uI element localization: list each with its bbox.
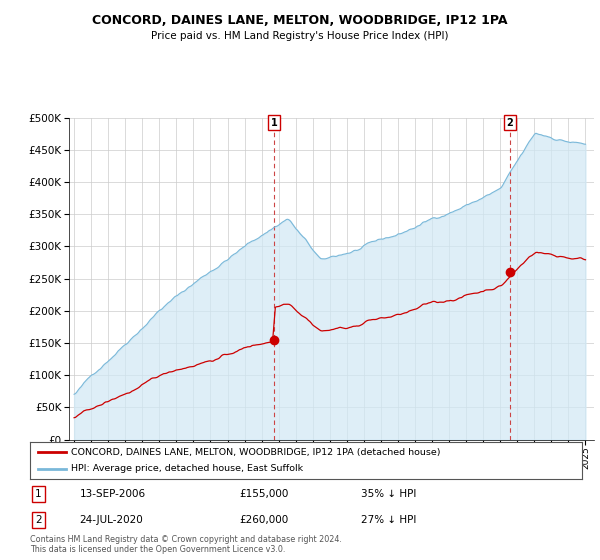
Text: £260,000: £260,000 [240, 515, 289, 525]
Text: HPI: Average price, detached house, East Suffolk: HPI: Average price, detached house, East… [71, 464, 304, 473]
Text: CONCORD, DAINES LANE, MELTON, WOODBRIDGE, IP12 1PA: CONCORD, DAINES LANE, MELTON, WOODBRIDGE… [92, 14, 508, 27]
Text: 2: 2 [506, 118, 513, 128]
Text: 1: 1 [35, 489, 41, 499]
Text: CONCORD, DAINES LANE, MELTON, WOODBRIDGE, IP12 1PA (detached house): CONCORD, DAINES LANE, MELTON, WOODBRIDGE… [71, 448, 441, 457]
Text: 35% ↓ HPI: 35% ↓ HPI [361, 489, 416, 499]
Text: Price paid vs. HM Land Registry's House Price Index (HPI): Price paid vs. HM Land Registry's House … [151, 31, 449, 41]
Text: 13-SEP-2006: 13-SEP-2006 [80, 489, 146, 499]
Text: 1: 1 [271, 118, 277, 128]
Text: 2: 2 [35, 515, 41, 525]
Text: £155,000: £155,000 [240, 489, 289, 499]
Text: 27% ↓ HPI: 27% ↓ HPI [361, 515, 416, 525]
Text: Contains HM Land Registry data © Crown copyright and database right 2024.
This d: Contains HM Land Registry data © Crown c… [30, 535, 342, 554]
Text: 24-JUL-2020: 24-JUL-2020 [80, 515, 143, 525]
